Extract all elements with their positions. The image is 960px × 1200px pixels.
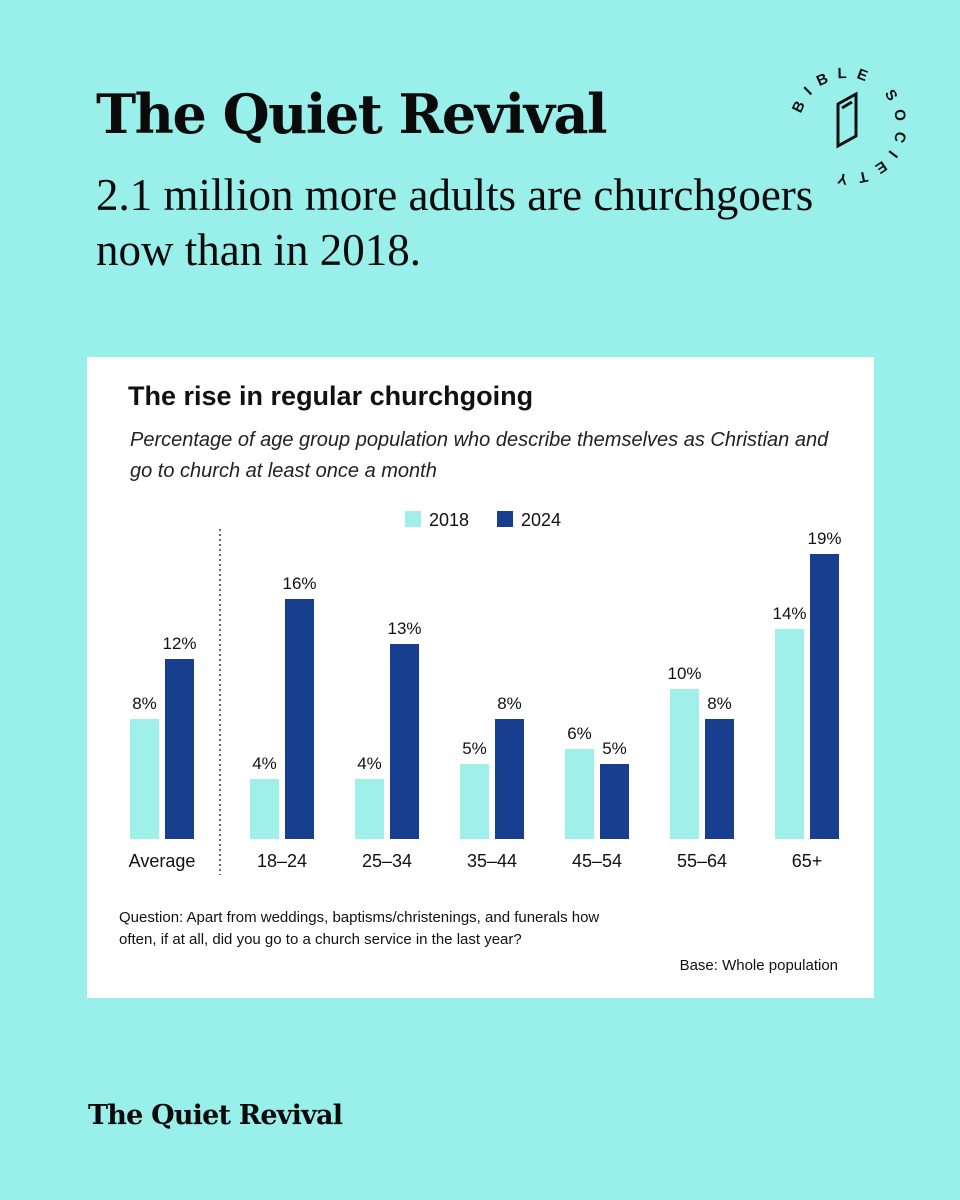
bar-2018-18-24 [250, 779, 279, 839]
legend-swatch-2018 [405, 511, 421, 527]
value-label-2024-18-24: 16% [282, 574, 316, 593]
chart-legend: 2018 2024 [405, 510, 561, 530]
bar-2024-average [165, 659, 194, 839]
bar-2024-18-24 [285, 599, 314, 839]
value-label-2024-45-54: 5% [602, 739, 627, 758]
legend-label-2024: 2024 [521, 510, 561, 530]
value-label-2024-55-64: 8% [707, 694, 732, 713]
bar-2024-65 [810, 554, 839, 839]
legend-label-2018: 2018 [429, 510, 469, 530]
bar-chart: 2018 2024 8% 12% 4% 16% 4% 13% 5% 8% 6% 5% 10% 8% 14%… [129, 510, 842, 875]
category-label-45-54: 45–54 [572, 851, 622, 871]
value-label-2018-65: 14% [772, 604, 806, 623]
bar-2018-55-64 [670, 689, 699, 839]
bar-2018-65 [775, 629, 804, 839]
value-label-2018-45-54: 6% [567, 724, 592, 743]
bar-2018-25-34 [355, 779, 384, 839]
bible-society-logo: BIBLE SOCIETY [789, 65, 910, 188]
legend-swatch-2024 [497, 511, 513, 527]
footer-brand: The Quiet Revival [88, 1100, 343, 1131]
bar-2018-average [130, 719, 159, 839]
value-label-2018-25-34: 4% [357, 754, 382, 773]
bar-2024-45-54 [600, 764, 629, 839]
chart-card: The rise in regular churchgoing Percenta… [87, 357, 874, 998]
chart-title: The rise in regular churchgoing [128, 381, 534, 411]
bar-2024-55-64 [705, 719, 734, 839]
chart-bars [130, 554, 839, 839]
chart-category-labels: Average 18–24 25–34 35–44 45–54 55–64 65+ [129, 851, 823, 871]
value-label-2018-35-44: 5% [462, 739, 487, 758]
question-note: Question: Apart from weddings, baptisms/… [119, 909, 600, 948]
value-label-2018-18-24: 4% [252, 754, 277, 773]
bar-2024-35-44 [495, 719, 524, 839]
bar-2024-25-34 [390, 644, 419, 839]
logo-text: BIBLE SOCIETY [789, 65, 910, 188]
value-label-2018-55-64: 10% [667, 664, 701, 683]
category-label-35-44: 35–44 [467, 851, 517, 871]
page-subheadline: 2.1 million more adults are churchgoers … [96, 170, 814, 275]
category-label-55-64: 55–64 [677, 851, 727, 871]
bar-2018-35-44 [460, 764, 489, 839]
category-label-65: 65+ [792, 851, 823, 871]
book-icon [836, 91, 858, 149]
category-label-18-24: 18–24 [257, 851, 307, 871]
category-label-25-34: 25–34 [362, 851, 412, 871]
bar-2018-45-54 [565, 749, 594, 839]
value-label-2024-35-44: 8% [497, 694, 522, 713]
value-label-2024-25-34: 13% [387, 619, 421, 638]
base-note: Base: Whole population [679, 957, 838, 974]
page-headline: The Quiet Revival [96, 82, 608, 146]
value-label-2024-65: 19% [807, 529, 841, 548]
chart-subtitle: Percentage of age group population who d… [130, 429, 829, 482]
value-label-2024-average: 12% [162, 634, 196, 653]
category-label-average: Average [129, 851, 196, 871]
value-label-2018-average: 8% [132, 694, 157, 713]
chart-value-labels: 8% 12% 4% 16% 4% 13% 5% 8% 6% 5% 10% 8% 14% 19% [132, 529, 841, 773]
